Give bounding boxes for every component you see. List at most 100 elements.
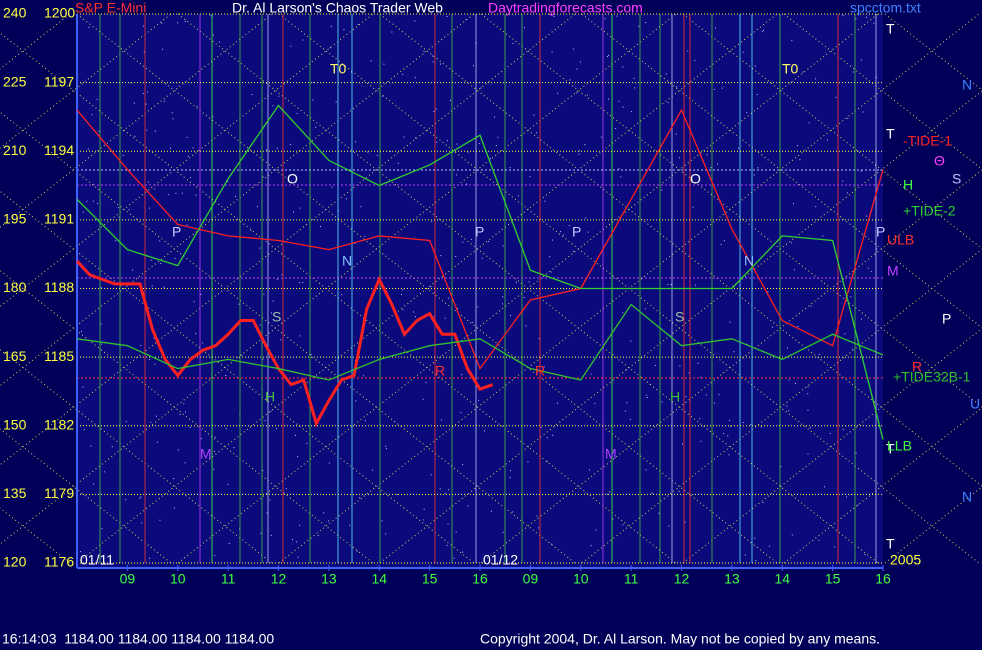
star xyxy=(128,209,130,211)
star xyxy=(721,87,723,89)
star xyxy=(355,141,357,143)
star xyxy=(668,525,670,527)
star xyxy=(842,180,844,182)
y-tick-label: 1176 xyxy=(44,554,74,570)
star xyxy=(455,256,457,258)
x-tick-label: 15 xyxy=(422,571,438,587)
star xyxy=(148,181,150,183)
star xyxy=(579,61,581,63)
star xyxy=(294,434,296,436)
star xyxy=(335,101,337,103)
star xyxy=(586,94,588,96)
star xyxy=(376,154,378,156)
star xyxy=(256,206,258,208)
star xyxy=(867,267,869,269)
star xyxy=(266,149,268,151)
star xyxy=(512,511,514,513)
star xyxy=(435,108,437,110)
star xyxy=(622,312,624,314)
star xyxy=(391,31,393,33)
star xyxy=(797,326,799,328)
star xyxy=(381,520,383,522)
star xyxy=(552,434,554,436)
star xyxy=(466,183,468,185)
star xyxy=(402,309,404,311)
star xyxy=(159,240,161,242)
star xyxy=(440,255,442,257)
star xyxy=(183,403,185,405)
star xyxy=(462,551,464,553)
star xyxy=(291,539,293,541)
star xyxy=(855,18,857,20)
star xyxy=(833,546,835,548)
star xyxy=(214,436,216,438)
star xyxy=(767,291,769,293)
star xyxy=(195,333,197,335)
star xyxy=(225,375,227,377)
star xyxy=(852,348,854,350)
star xyxy=(270,534,272,536)
star xyxy=(857,504,859,506)
star xyxy=(757,167,759,169)
annotation: T0 xyxy=(782,61,799,77)
star xyxy=(716,163,718,165)
star xyxy=(189,426,191,428)
y-tick-label: 1194 xyxy=(44,142,74,158)
star xyxy=(251,93,253,95)
x-tick-label: 09 xyxy=(120,571,136,587)
date-label: 01/12 xyxy=(483,552,518,568)
star xyxy=(815,206,817,208)
star xyxy=(528,281,530,283)
star xyxy=(176,228,178,230)
star xyxy=(425,382,427,384)
star xyxy=(645,394,647,396)
star xyxy=(842,15,844,17)
annotation: U xyxy=(970,396,980,412)
star xyxy=(96,202,98,204)
star xyxy=(723,433,725,435)
star xyxy=(733,351,735,353)
star xyxy=(675,133,677,135)
plot-area xyxy=(77,14,883,568)
star xyxy=(266,512,268,514)
star xyxy=(154,188,156,190)
star xyxy=(259,324,261,326)
annotation: Θ xyxy=(934,153,945,169)
star xyxy=(625,369,627,371)
star xyxy=(644,22,646,24)
annotation: P xyxy=(942,311,951,327)
star xyxy=(876,248,878,250)
star xyxy=(345,198,347,200)
star xyxy=(786,405,788,407)
star xyxy=(423,508,425,510)
star xyxy=(385,533,387,535)
star xyxy=(860,59,862,61)
star xyxy=(562,234,564,236)
star xyxy=(209,14,211,16)
star xyxy=(546,437,548,439)
star xyxy=(467,151,469,153)
star xyxy=(756,93,758,95)
star xyxy=(141,522,143,524)
star xyxy=(118,216,120,218)
star xyxy=(818,353,820,355)
annotation: R xyxy=(912,359,922,375)
star xyxy=(502,296,504,298)
star xyxy=(360,206,362,208)
status: 16:14:03 1184.00 1184.00 1184.00 1184.00 xyxy=(2,631,274,647)
star xyxy=(212,34,214,36)
star xyxy=(791,242,793,244)
annotation: M xyxy=(200,446,212,462)
star xyxy=(552,239,554,241)
diagonal xyxy=(783,407,982,564)
star xyxy=(381,95,383,97)
star xyxy=(167,194,169,196)
star xyxy=(449,99,451,101)
star xyxy=(100,286,102,288)
annotation: P xyxy=(475,224,484,240)
star xyxy=(667,284,669,286)
star xyxy=(147,91,149,93)
x-tick-label: 12 xyxy=(674,571,690,587)
star xyxy=(727,435,729,437)
